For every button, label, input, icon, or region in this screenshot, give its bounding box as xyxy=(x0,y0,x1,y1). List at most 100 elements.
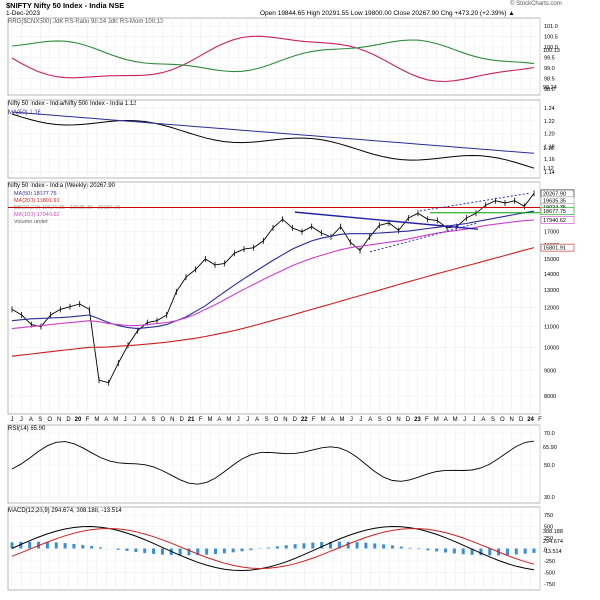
macd-histogram-bar xyxy=(178,548,182,556)
ratio-value-label: 1.12 xyxy=(543,166,554,172)
rsi-tick-label: 70.0 xyxy=(544,431,555,437)
macd-value-label: 294.674 xyxy=(543,539,563,545)
macd-histogram-bar xyxy=(373,543,377,549)
macd-histogram-bar xyxy=(355,542,359,549)
macd-histogram-bar xyxy=(470,548,474,555)
panel-frame-rrg xyxy=(7,17,541,96)
x-tick-label: A xyxy=(331,417,335,423)
price-legend: Nifty 50 Index - India (Weekly) 20267.90 xyxy=(8,183,115,189)
symbol-title: $NIFTY Nifty 50 Index - India NSE xyxy=(6,1,125,10)
macd-legend: MACD(12,26,9) 294.674, 308.188, -13.514 xyxy=(8,508,122,514)
price-value-label: 15801.91 xyxy=(543,246,566,252)
x-tick-label: S xyxy=(151,417,155,423)
ohlc-stats: Open 19844.65 High 20291.55 Low 19800.00… xyxy=(260,10,515,17)
price-tick-label: 17000 xyxy=(544,230,559,236)
price-value-label: 19635.35 xyxy=(543,198,566,204)
x-tick-label: N xyxy=(510,417,514,423)
ratio-tick-label: 1.24 xyxy=(544,106,555,112)
price-value-label: 17940.62 xyxy=(543,218,566,224)
macd-histogram-bar xyxy=(249,548,253,551)
x-tick-label: M xyxy=(340,417,345,423)
downtrend-line xyxy=(294,211,479,230)
rrg-tick-label: 101.0 xyxy=(544,24,558,30)
price-value-box xyxy=(540,243,575,252)
panel-frame-ratio xyxy=(7,99,541,179)
x-tick-label: D xyxy=(66,417,71,423)
ratio-value-label: 1.16 xyxy=(543,146,554,152)
macd-histogram-bar xyxy=(231,548,235,553)
macd-histogram-bar xyxy=(293,544,297,549)
ratio-tick-label: 1.18 xyxy=(544,144,555,150)
ratio-ma-line xyxy=(11,111,535,154)
x-tick-label: 24 xyxy=(527,417,534,423)
macd-value-label: -13.514 xyxy=(543,549,562,555)
x-tick-label: N xyxy=(170,417,174,423)
x-tick-label: O xyxy=(274,417,279,423)
x-tick-label: 22 xyxy=(301,417,308,423)
macd-histogram-bar xyxy=(19,541,23,549)
macd-histogram-bar xyxy=(311,542,315,549)
x-tick-label: M xyxy=(208,417,213,423)
price-ma100-legend: MA(100) 17940.62 xyxy=(14,212,60,218)
channel-dotted-line xyxy=(419,192,531,212)
price-bb-legend: BB(20,2.0) 19624.35 - 19035.80 - 20187.3… xyxy=(14,205,121,211)
x-tick-label: J xyxy=(20,417,23,423)
macd-histogram-bar xyxy=(284,545,288,549)
macd-histogram-bar xyxy=(72,543,76,549)
macd-histogram-bar xyxy=(134,548,138,553)
rrg-tick-label: 99.5 xyxy=(544,56,555,62)
macd-histogram-bar xyxy=(90,546,94,549)
rsi-value-label: 65.90 xyxy=(543,445,557,451)
x-tick-label: 23 xyxy=(414,417,421,423)
x-tick-label: A xyxy=(217,417,221,423)
macd-tick-label: 750 xyxy=(544,513,553,519)
rsi-line xyxy=(11,440,535,485)
x-tick-label: J xyxy=(350,417,353,423)
macd-histogram-bar xyxy=(390,545,394,549)
x-tick-label: J xyxy=(463,417,466,423)
x-tick-label: 21 xyxy=(188,417,195,423)
macd-histogram-bar xyxy=(28,541,32,549)
rrg-value-label: 100.13 xyxy=(543,48,560,54)
macd-histogram-bar xyxy=(10,542,14,549)
macd-histogram-bar xyxy=(81,544,85,549)
x-tick-label: A xyxy=(368,417,372,423)
x-tick-label: A xyxy=(255,417,259,423)
rrg-value-label: 98.24 xyxy=(543,85,557,91)
price-value-box xyxy=(540,207,575,216)
ratio-line xyxy=(11,113,535,169)
x-tick-label: A xyxy=(142,417,146,423)
x-tick-label: M xyxy=(113,417,118,423)
stockcharts-watermark: © StockCharts.com xyxy=(510,1,562,7)
macd-histogram-bar xyxy=(275,546,279,549)
macd-histogram-bar xyxy=(160,548,164,555)
panel-frame-price xyxy=(7,181,541,415)
macd-histogram-bar xyxy=(302,543,306,549)
macd-histogram-bar xyxy=(143,548,147,554)
price-series-3 xyxy=(11,219,535,330)
macd-histogram-bar xyxy=(205,548,209,555)
x-tick-label: A xyxy=(444,417,448,423)
x-tick-label: J xyxy=(124,417,127,423)
macd-signal-line xyxy=(11,527,535,570)
x-tick-label: N xyxy=(283,417,287,423)
macd-histogram-bar xyxy=(337,541,341,549)
x-tick-label: N xyxy=(57,417,61,423)
x-tick-label: A xyxy=(104,417,108,423)
macd-tick-label: -500 xyxy=(544,571,555,577)
macd-histogram-bar xyxy=(505,548,509,555)
x-tick-label: J xyxy=(473,417,476,423)
macd-tick-label: 500 xyxy=(544,525,553,531)
x-tick-label: O xyxy=(47,417,52,423)
macd-histogram-bar xyxy=(382,544,386,549)
rs-momentum-line xyxy=(11,39,535,73)
macd-histogram-bar xyxy=(222,548,226,554)
macd-histogram-bar xyxy=(187,548,191,556)
macd-histogram-bar xyxy=(514,548,518,555)
macd-histogram-bar xyxy=(479,548,483,556)
panel-frame-macd xyxy=(7,506,541,591)
macd-histogram-bar xyxy=(417,548,421,550)
macd-histogram-bar xyxy=(196,548,200,556)
macd-histogram-bar xyxy=(240,548,244,552)
